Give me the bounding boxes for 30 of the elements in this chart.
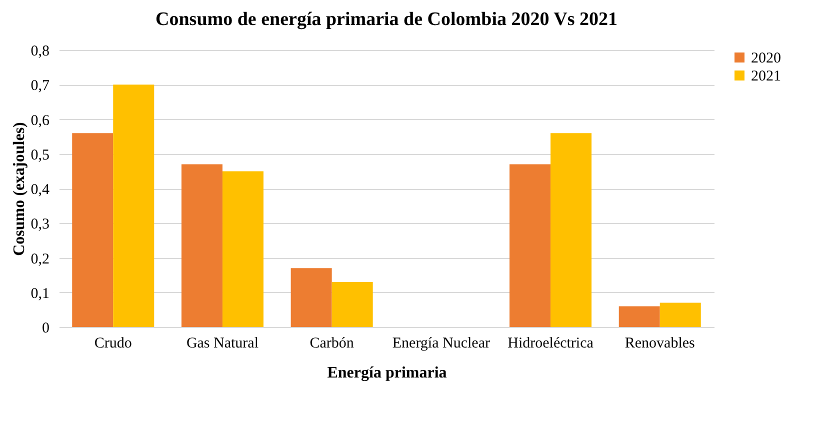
y-tick-label: 0,8 <box>30 44 50 60</box>
x-tick-label: Energía Nuclear <box>392 336 490 352</box>
y-tick-label: 0,2 <box>30 251 50 268</box>
y-tick-label: 0,5 <box>30 147 50 164</box>
x-tick-label: Hidroeléctrica <box>508 336 594 352</box>
bar <box>660 302 701 327</box>
y-tick-label: 0,1 <box>30 286 50 302</box>
x-tick-label: Renovables <box>624 336 696 352</box>
bar <box>72 133 114 327</box>
bar <box>332 282 373 327</box>
legend-label: 2020 <box>751 50 781 66</box>
y-tick-label: 0,7 <box>30 78 50 94</box>
bar <box>618 306 660 327</box>
chart-title: Consumo de energía primaria de Colombia 2020 Vs 2021 <box>156 9 618 30</box>
bar <box>510 164 551 327</box>
y-axis-title: Cosumo (exajoules) <box>10 122 28 256</box>
y-tick-label: 0,3 <box>30 216 50 233</box>
bar <box>550 133 592 327</box>
legend-label: 2021 <box>751 68 781 84</box>
bar <box>181 164 222 327</box>
x-tick-label: Gas Natural <box>186 336 259 352</box>
x-tick-label: Crudo <box>94 336 132 352</box>
x-tick-label: Carbón <box>310 336 354 352</box>
bar <box>222 171 264 327</box>
y-tick-label: 0,4 <box>30 182 50 198</box>
y-tick-label: 0 <box>42 320 50 336</box>
bar <box>113 84 154 327</box>
x-axis-title: Energía primaria <box>327 364 447 382</box>
y-tick-label: 0,6 <box>30 112 50 129</box>
bar <box>290 268 332 327</box>
